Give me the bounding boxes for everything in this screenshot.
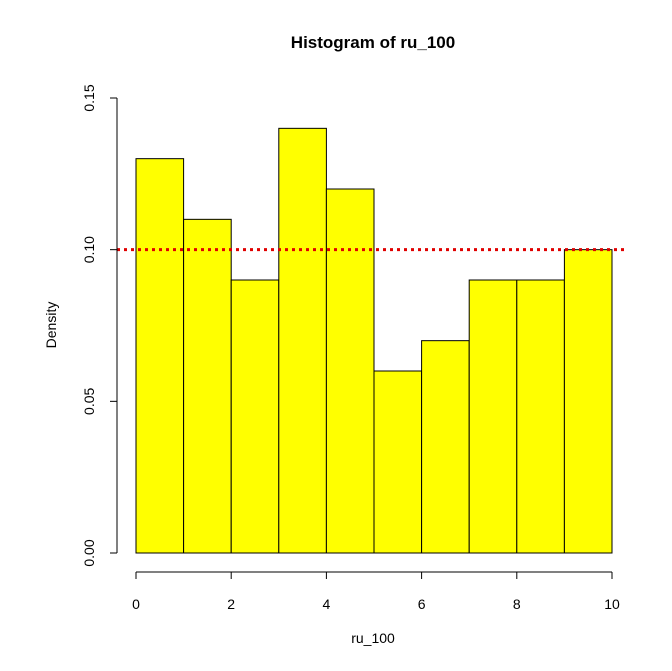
y-tick-label-1: 0.05 xyxy=(81,387,97,414)
x-axis-label: ru_100 xyxy=(351,630,395,646)
histogram-bar-5 xyxy=(373,370,423,554)
histogram-bar-8 xyxy=(516,279,565,554)
histogram-bar-4 xyxy=(325,188,375,554)
histogram-bar-1 xyxy=(183,218,232,554)
histogram-bar-2 xyxy=(230,279,280,554)
histogram-bar-7 xyxy=(468,279,518,554)
bars-group xyxy=(135,127,613,554)
x-tick-label-3: 6 xyxy=(418,596,426,612)
x-axis: 0 2 4 6 8 10 xyxy=(132,571,620,612)
x-tick-label-4: 8 xyxy=(513,596,521,612)
histogram-bar-9 xyxy=(563,249,613,554)
x-tick-label-0: 0 xyxy=(132,596,140,612)
chart-title: Histogram of ru_100 xyxy=(291,33,455,52)
histogram-bar-0 xyxy=(135,158,185,554)
y-axis-label: Density xyxy=(43,302,59,349)
x-tick-label-5: 10 xyxy=(604,596,620,612)
x-tick-label-1: 2 xyxy=(227,596,235,612)
y-tick-label-2: 0.10 xyxy=(81,236,97,263)
y-tick-label-0: 0.00 xyxy=(81,539,97,566)
x-tick-label-2: 4 xyxy=(323,596,331,612)
histogram-bar-3 xyxy=(278,127,327,554)
y-axis: 0.00 0.05 0.10 0.15 xyxy=(81,84,118,567)
y-tick-label-3: 0.15 xyxy=(81,84,97,111)
histogram-bar-6 xyxy=(421,340,470,554)
